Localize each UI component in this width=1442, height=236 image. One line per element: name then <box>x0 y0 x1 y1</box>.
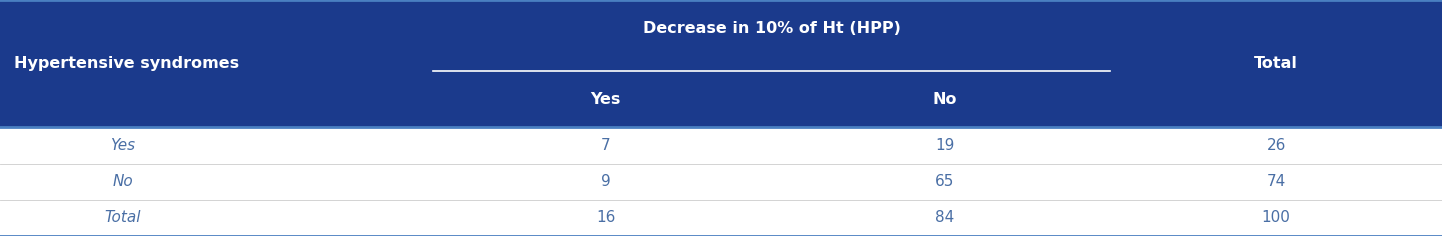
Text: 74: 74 <box>1266 174 1286 189</box>
Text: No: No <box>933 92 956 107</box>
Text: 9: 9 <box>601 174 610 189</box>
Text: 19: 19 <box>934 138 955 153</box>
Bar <box>0 0 1442 127</box>
Bar <box>0 127 1442 236</box>
Text: 7: 7 <box>601 138 610 153</box>
Text: No: No <box>112 174 133 189</box>
Text: 84: 84 <box>934 211 955 225</box>
Text: Total: Total <box>104 211 141 225</box>
Text: Yes: Yes <box>110 138 136 153</box>
Text: Decrease in 10% of Ht (HPP): Decrease in 10% of Ht (HPP) <box>643 21 900 36</box>
Text: Total: Total <box>1255 56 1298 71</box>
Text: Hypertensive syndromes: Hypertensive syndromes <box>14 56 239 71</box>
Text: 65: 65 <box>934 174 955 189</box>
Text: 26: 26 <box>1266 138 1286 153</box>
Text: 100: 100 <box>1262 211 1291 225</box>
Text: 16: 16 <box>596 211 616 225</box>
Text: Yes: Yes <box>590 92 622 107</box>
